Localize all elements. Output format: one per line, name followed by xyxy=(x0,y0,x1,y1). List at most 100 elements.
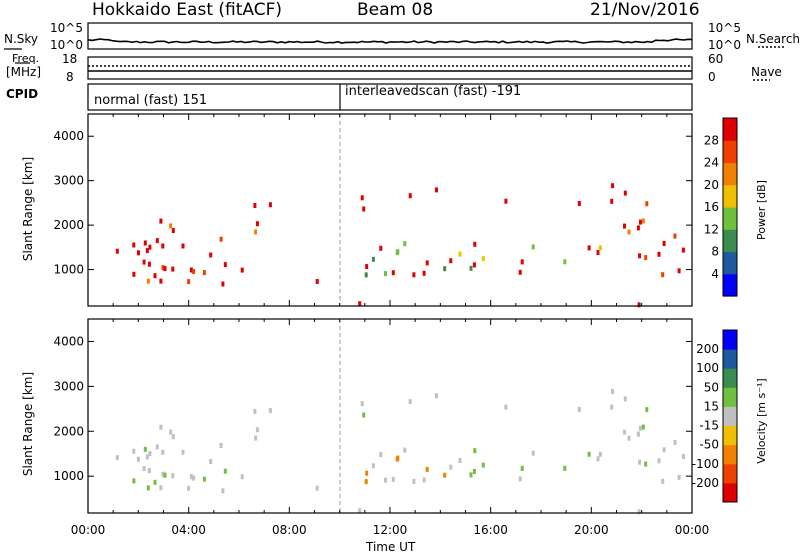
power-cell xyxy=(384,271,387,276)
cpid-panel-frame xyxy=(87,83,693,111)
velocity-cell xyxy=(360,401,364,407)
power-colorbar-frame xyxy=(722,117,738,297)
velocity-cell xyxy=(638,459,642,465)
velocity-cell xyxy=(315,485,319,491)
velocity-cell xyxy=(254,435,258,441)
noise-right-tick-bottom: 10^0 xyxy=(708,38,741,52)
power-cell xyxy=(596,250,600,255)
power-cell xyxy=(181,243,185,249)
velocity-cell xyxy=(142,466,146,472)
power-cell xyxy=(254,229,258,235)
date-label: 21/Nov/2016 xyxy=(590,0,700,20)
velocity-cell xyxy=(358,508,362,514)
nave-label: Nave xyxy=(751,65,782,79)
power-cell xyxy=(638,219,642,225)
power-cell xyxy=(531,244,535,250)
velocity-cell xyxy=(371,463,375,469)
axes-group: 1000 2000 3000 4000 1000 2000 3000 4000 00:00 04:… xyxy=(53,114,709,537)
power-colorbar-swatch xyxy=(723,251,737,275)
power-cell xyxy=(253,203,257,208)
power-cell xyxy=(657,251,661,257)
power-cell xyxy=(161,265,165,271)
power-colorbar-tick: 16 xyxy=(704,200,719,214)
velocity-colorbar-tick: 100 xyxy=(696,361,719,375)
cpid-segment-2: interleavedscan (fast) -191 xyxy=(345,84,522,99)
velocity-cell xyxy=(223,468,227,474)
velocity-cell xyxy=(189,474,193,480)
velocity-cell xyxy=(587,451,591,457)
noise-search-label: N.Search xyxy=(746,32,800,46)
velocity-cell xyxy=(153,479,157,485)
power-cell xyxy=(163,266,167,272)
velocity-cell xyxy=(662,447,666,453)
power-cell xyxy=(638,253,642,259)
x-tick-label: 00:00 xyxy=(675,523,710,537)
velocity-cell xyxy=(145,454,149,460)
noise-sky-label: N.Sky xyxy=(4,32,39,46)
velocity-colorbar-frame xyxy=(722,329,738,503)
velocity-colorbar-swatch xyxy=(723,406,737,426)
y-tick-label: 1000 xyxy=(53,469,84,483)
velocity-plot-frame xyxy=(87,318,693,514)
velocity-cell xyxy=(610,404,614,410)
power-cell xyxy=(396,249,400,255)
freq-left-tick-bottom: 8 xyxy=(66,70,74,84)
velocity-cell xyxy=(636,431,640,437)
x-tick-label: 16:00 xyxy=(473,523,508,537)
velocity-cell xyxy=(435,393,438,399)
velocity-colorbar-tick: -15 xyxy=(699,419,719,433)
velocity-cell xyxy=(171,434,175,440)
power-cell xyxy=(577,201,581,206)
velocity-cell xyxy=(187,485,191,491)
power-cell xyxy=(240,267,244,273)
freq-label-line1: Freq. xyxy=(12,52,40,65)
velocity-cell xyxy=(115,455,119,461)
power-cell xyxy=(159,218,163,224)
power-cell xyxy=(145,248,149,254)
power-cell xyxy=(563,259,567,265)
power-cell xyxy=(673,233,677,239)
power-cell xyxy=(146,278,150,284)
y-tick-label: 4000 xyxy=(53,334,84,348)
velocity-cell xyxy=(623,429,626,435)
power-cell xyxy=(443,266,447,272)
power-colorbar-swatch xyxy=(723,207,737,230)
power-cell xyxy=(504,198,508,204)
power-cell xyxy=(598,245,602,251)
freq-left-tick-top: 18 xyxy=(62,52,78,66)
power-colorbar-swatch xyxy=(723,184,737,208)
power-cell xyxy=(169,223,173,229)
power-cell xyxy=(202,270,206,276)
power-cell xyxy=(365,264,369,270)
velocity-cell xyxy=(422,477,426,483)
velocity-cell xyxy=(472,469,476,474)
power-cell xyxy=(645,201,649,207)
power-cell xyxy=(412,272,416,278)
noise-sky-trace xyxy=(87,38,693,44)
power-colorbar-swatch xyxy=(723,273,737,297)
power-cell xyxy=(358,301,362,307)
power-plot-frame xyxy=(87,113,693,307)
velocity-colorbar-tick: 200 xyxy=(696,342,719,356)
power-cell xyxy=(268,202,272,208)
velocity-cell xyxy=(645,407,649,413)
power-cell xyxy=(403,241,407,247)
velocity-cell xyxy=(192,475,196,481)
velocity-cell xyxy=(379,452,383,458)
velocity-cell xyxy=(577,406,581,412)
power-cell xyxy=(677,268,681,274)
y-tick-label: 3000 xyxy=(53,174,84,188)
velocity-cell xyxy=(520,465,524,471)
velocity-cell xyxy=(449,464,453,470)
power-cell xyxy=(132,271,136,277)
power-cell xyxy=(209,252,213,258)
velocity-cell xyxy=(137,456,140,462)
velocity-cell xyxy=(644,461,648,467)
velocity-cell xyxy=(623,396,627,402)
power-cell xyxy=(681,247,685,253)
velocity-colorbar-swatch xyxy=(723,330,737,350)
velocity-cell xyxy=(202,476,206,482)
velocity-cell xyxy=(657,458,661,464)
